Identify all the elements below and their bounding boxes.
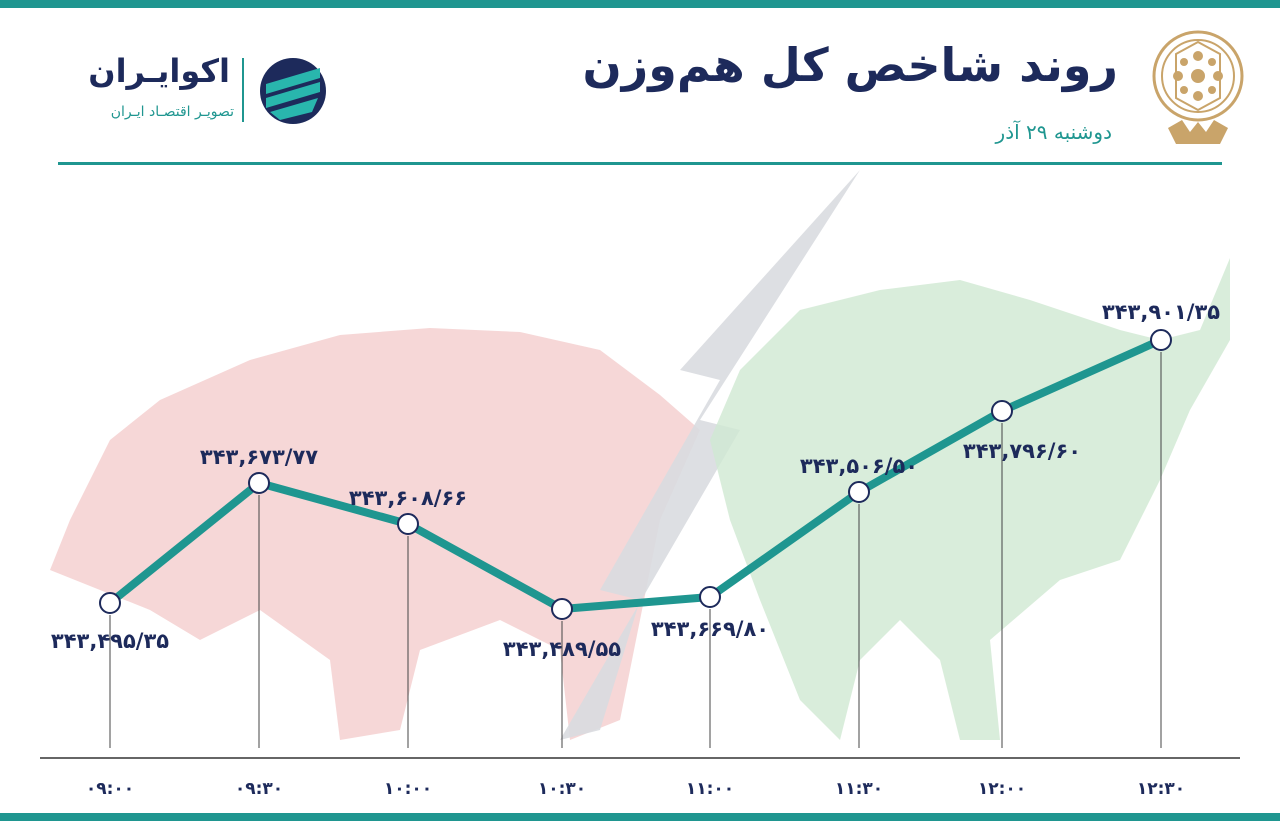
x-tick-label: ۱۲:۳۰	[1137, 779, 1185, 799]
data-label: ۳۴۳,۴۸۹/۵۵	[503, 637, 621, 661]
data-labels: ۳۴۳,۴۹۵/۳۵ ۳۴۳,۶۷۳/۷۷ ۳۴۳,۶۰۸/۶۶ ۳۴۳,۴۸۹/۵۵…	[51, 300, 1220, 661]
brand-divider	[242, 58, 244, 122]
data-point	[397, 513, 419, 535]
bull-silhouette	[710, 258, 1230, 740]
data-label: ۳۴۳,۶۷۳/۷۷	[200, 445, 318, 469]
series-segment	[855, 407, 1006, 496]
data-point	[551, 598, 573, 620]
series-segment	[255, 479, 412, 528]
data-label: ۳۴۳,۶۶۹/۸۰	[651, 617, 769, 641]
brand-logo: اکوایـران تصویـر اقتصـاد ایـران	[70, 48, 340, 138]
lightning-silhouette	[560, 170, 860, 740]
series-line	[106, 336, 1165, 613]
series-segment	[998, 336, 1165, 415]
data-label: ۳۴۳,۴۹۵/۳۵	[51, 629, 169, 653]
series-segment	[404, 520, 566, 613]
data-point	[248, 472, 270, 494]
brand-name: اکوایـران	[88, 52, 230, 90]
x-tick-label: ۱۰:۰۰	[384, 779, 432, 799]
series-segment	[706, 488, 863, 601]
series-segment	[558, 593, 714, 613]
x-tick-label: ۰۹:۰۰	[86, 779, 134, 799]
x-tick-label: ۱۱:۰۰	[686, 779, 734, 799]
data-point	[99, 592, 121, 614]
x-tick-label: ۰۹:۳۰	[235, 779, 283, 799]
x-tick-labels: ۰۹:۰۰ ۰۹:۳۰ ۱۰:۰۰ ۱۰:۳۰ ۱۱:۰۰ ۱۱:۳۰ ۱۲:۰۰ ۱۲:۳۰	[86, 779, 1185, 799]
data-point	[1150, 329, 1172, 351]
series-segment	[106, 479, 263, 607]
header-divider	[58, 162, 1222, 165]
data-label: ۳۴۳,۶۰۸/۶۶	[349, 486, 467, 510]
x-tick-label: ۱۰:۳۰	[538, 779, 586, 799]
data-label: ۳۴۳,۵۰۶/۵۰	[800, 454, 918, 478]
data-label: ۳۴۳,۷۹۶/۶۰	[963, 439, 1081, 463]
bear-silhouette	[50, 328, 700, 740]
page-title: روند شاخص کل هم‌وزن	[582, 38, 1119, 92]
data-point	[699, 586, 721, 608]
ecoiran-logo-icon	[260, 58, 326, 124]
tehran-stock-exchange-seal-icon	[1152, 30, 1244, 144]
x-tick-label: ۱۱:۳۰	[835, 779, 883, 799]
page-subtitle-date: دوشنبه ۲۹ آذر	[995, 120, 1112, 144]
top-accent-bar	[0, 0, 1280, 8]
data-point	[991, 400, 1013, 422]
series-points	[99, 329, 1172, 620]
data-label: ۳۴۳,۹۰۱/۳۵	[1102, 300, 1220, 324]
data-point	[848, 481, 870, 503]
brand-tagline: تصویـر اقتصـاد ایـران	[110, 104, 234, 120]
x-tick-label: ۱۲:۰۰	[978, 779, 1026, 799]
drop-lines	[109, 352, 1162, 748]
bottom-accent-bar	[0, 813, 1280, 821]
